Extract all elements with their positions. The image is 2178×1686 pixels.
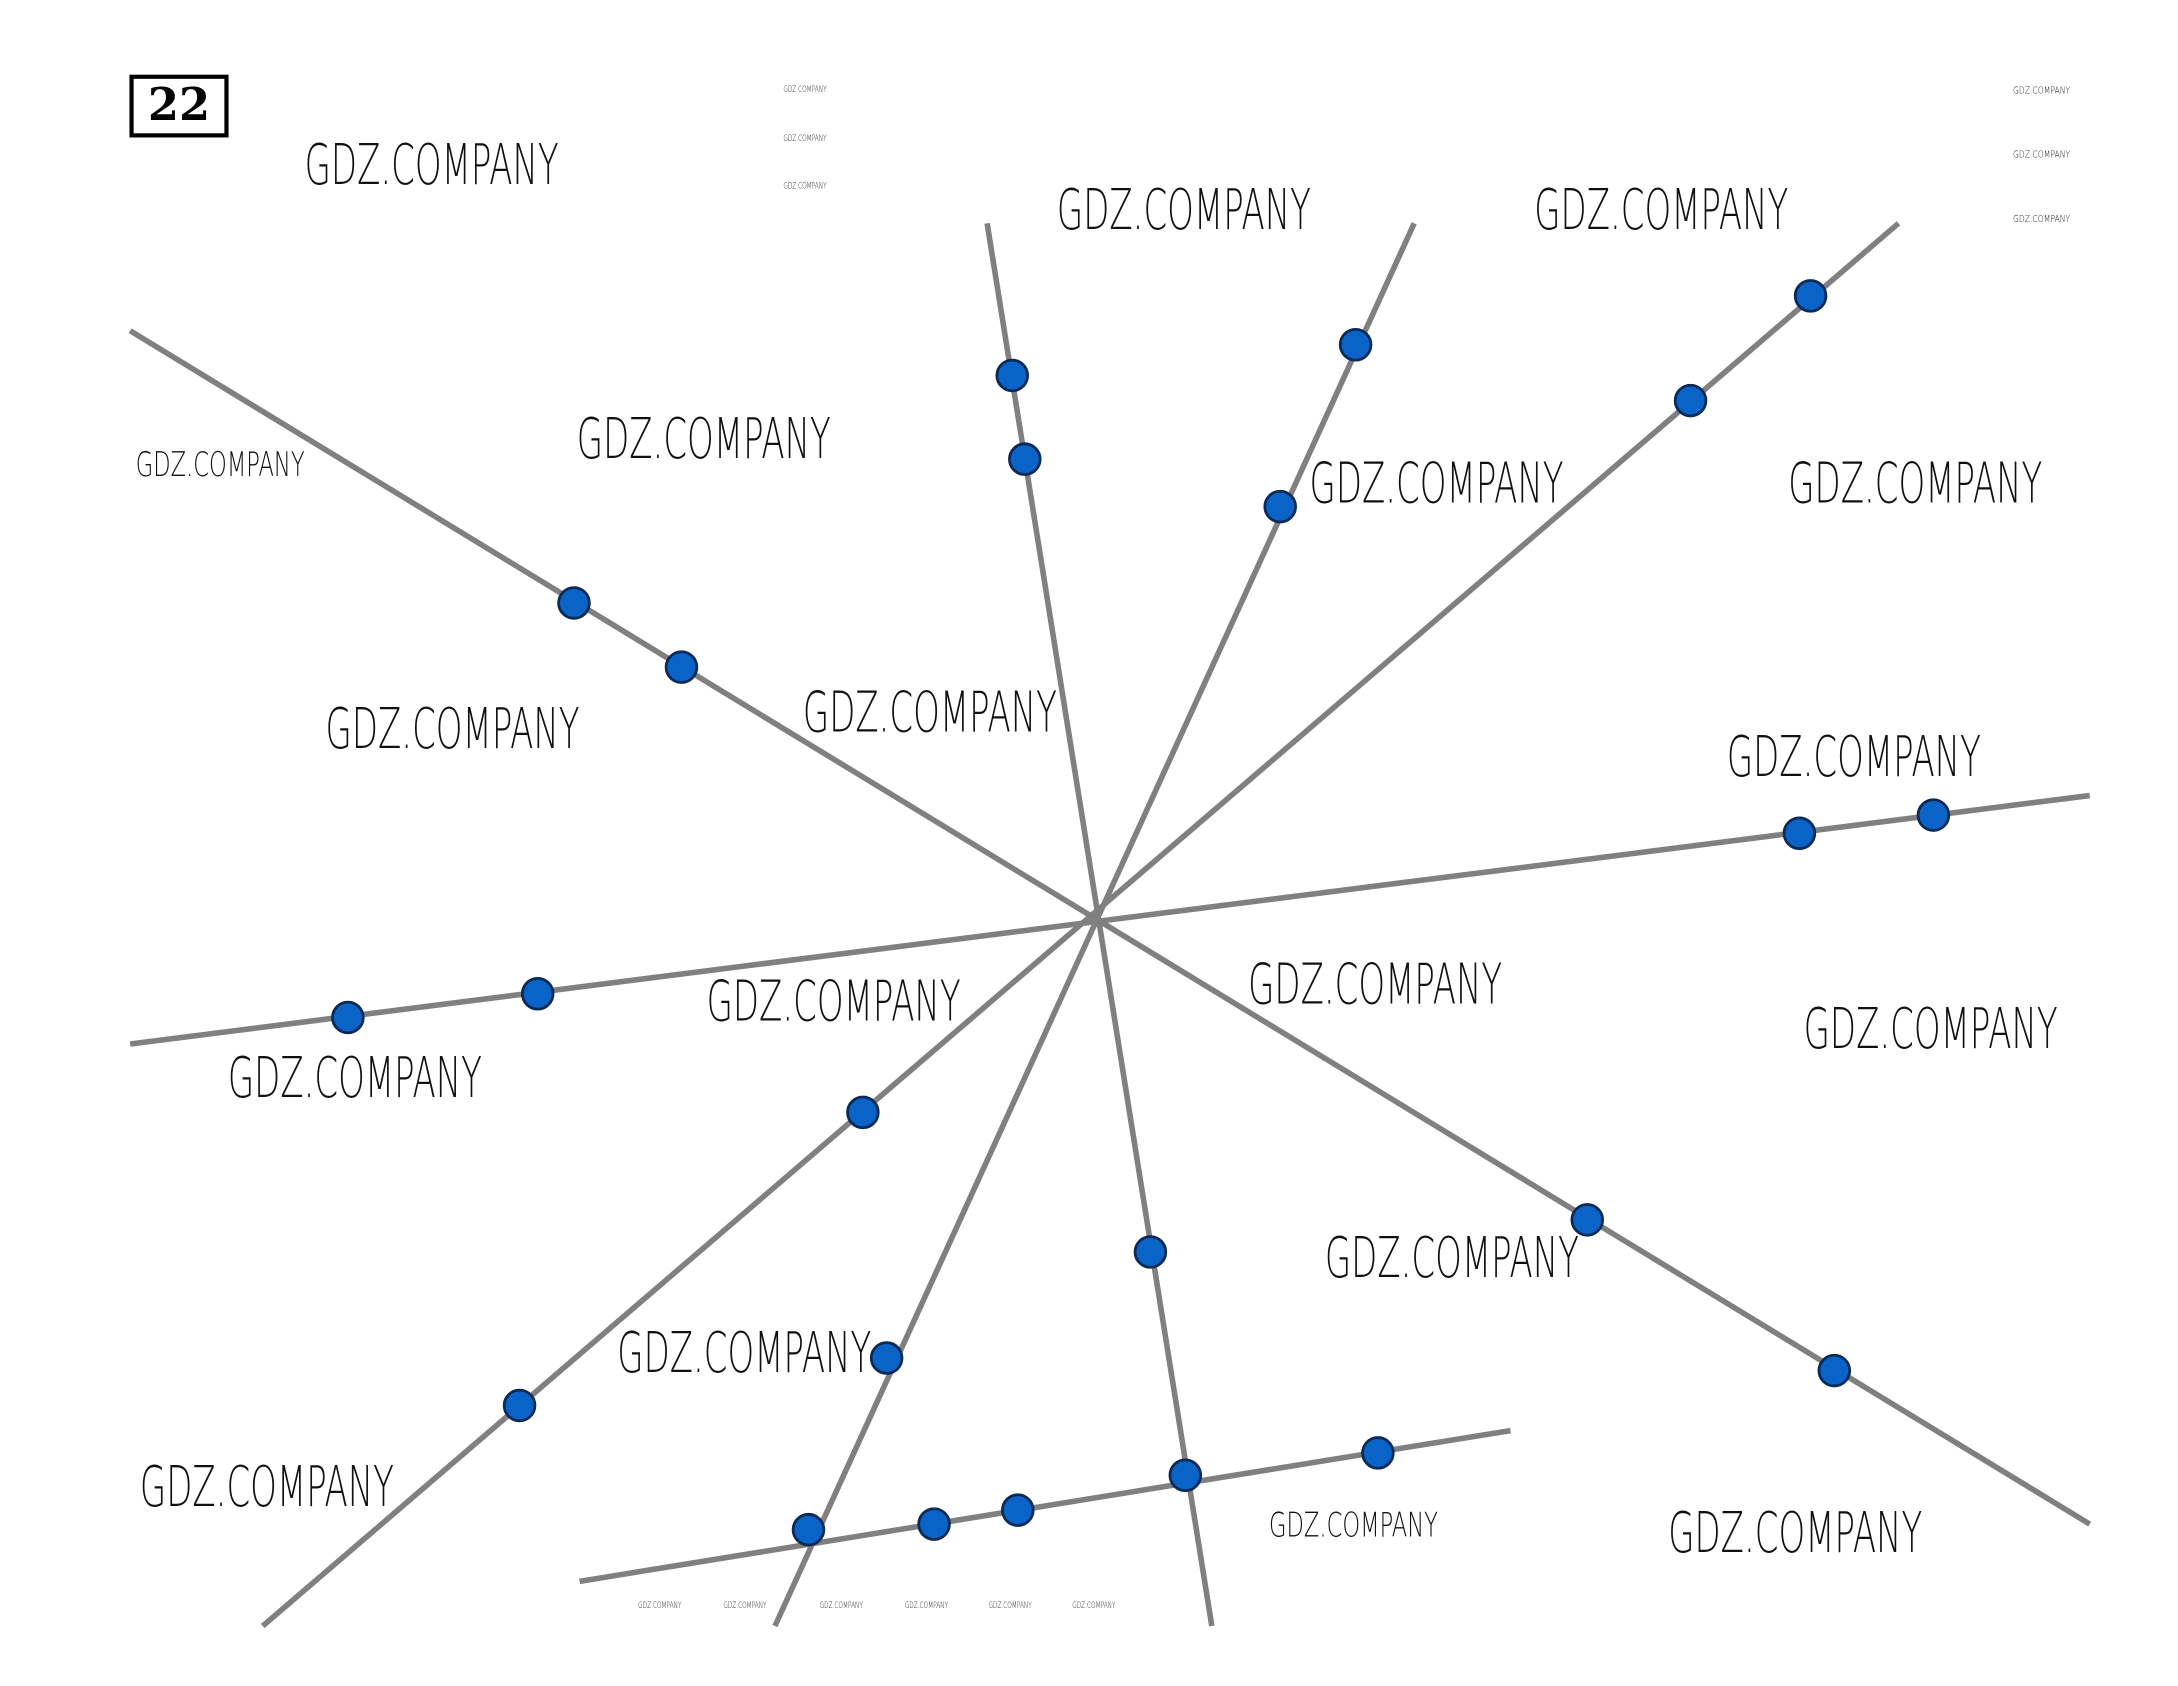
line — [579, 1427, 1511, 1585]
watermark: GDZ.COMPANY — [326, 697, 580, 762]
point — [1782, 816, 1817, 850]
point — [331, 1000, 365, 1035]
watermark: GDZ.COMPANY — [707, 969, 961, 1034]
watermark: GDZ.COMPANY — [1248, 953, 1502, 1018]
line — [128, 328, 2092, 1527]
point — [664, 650, 699, 684]
watermark: GDZ.COMPANY — [803, 680, 1057, 745]
watermark: GDZ.COMPANY — [1057, 178, 1311, 243]
point — [1793, 279, 1828, 313]
watermark: GDZ.COMPANY — [1534, 178, 1788, 243]
point — [557, 586, 591, 620]
watermark: GDZ.COMPANY — [1325, 1226, 1579, 1291]
watermark: GDZ.COMPANY — [228, 1046, 482, 1111]
watermark: GDZ.COMPANY — [577, 407, 831, 472]
point — [1916, 798, 1951, 832]
watermark: GDZ.COMPANY — [1788, 451, 2042, 516]
watermark: GDZ.COMPANY — [905, 1600, 948, 1610]
watermark: GDZ.COMPANY — [2013, 214, 2070, 225]
point — [995, 358, 1029, 393]
point — [917, 1507, 951, 1541]
point — [1133, 1235, 1168, 1269]
watermark: GDZ.COMPANY — [783, 133, 826, 143]
watermark: GDZ.COMPANY — [989, 1600, 1032, 1610]
point — [1008, 442, 1042, 476]
watermark: GDZ.COMPANY — [2013, 86, 2070, 97]
watermark: GDZ.COMPANY — [1072, 1600, 1115, 1610]
watermark: GDZ.COMPANY — [1269, 1506, 1438, 1545]
number-box — [129, 74, 229, 138]
watermark: GDZ.COMPANY — [783, 84, 826, 94]
point — [1263, 489, 1297, 524]
point — [1817, 1353, 1852, 1388]
watermark: GDZ.COMPANY — [723, 1600, 766, 1610]
point — [1361, 1436, 1395, 1470]
point — [520, 976, 555, 1011]
watermark: GDZ.COMPANY — [1668, 1501, 1922, 1566]
point — [846, 1095, 880, 1130]
watermark: GDZ.COMPANY — [140, 1455, 394, 1520]
point — [869, 1341, 904, 1375]
points — [331, 279, 1951, 1547]
point — [1673, 383, 1708, 418]
line — [984, 222, 1215, 1627]
point — [1338, 327, 1373, 362]
point — [1570, 1203, 1605, 1237]
watermark: GDZ.COMPANY — [2013, 150, 2070, 161]
point — [791, 1512, 826, 1547]
watermark: GDZ.COMPANY — [1310, 451, 1564, 516]
watermark: GDZ.COMPANY — [638, 1600, 681, 1610]
line — [129, 792, 2091, 1047]
point — [502, 1388, 537, 1423]
watermark: GDZ.COMPANY — [1804, 997, 2058, 1062]
line — [772, 222, 1417, 1628]
watermark: GDZ.COMPANY — [783, 180, 826, 190]
watermark: GDZ.COMPANY — [617, 1321, 871, 1386]
point — [1168, 1458, 1203, 1492]
lines — [128, 221, 2092, 1629]
watermark: GDZ.COMPANY — [136, 445, 305, 484]
exercise-number: 22 — [148, 78, 210, 131]
watermark: GDZ.COMPANY — [1727, 725, 1981, 790]
watermark: GDZ.COMPANY — [305, 133, 559, 198]
watermark: GDZ.COMPANY — [820, 1600, 863, 1610]
point — [1001, 1493, 1035, 1527]
